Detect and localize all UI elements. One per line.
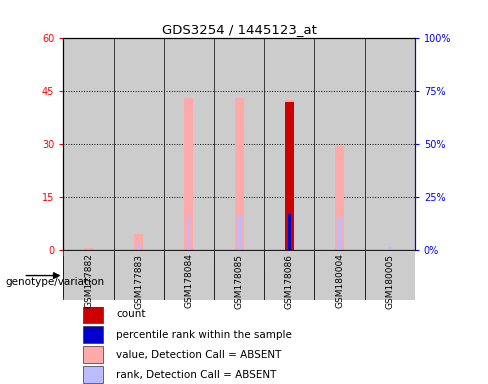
Text: GSM180005: GSM180005	[385, 253, 394, 309]
Text: GSM178086: GSM178086	[285, 253, 294, 309]
Text: GSM177882: GSM177882	[84, 253, 93, 308]
Text: GSM180004: GSM180004	[335, 253, 344, 308]
Text: wild type: wild type	[339, 271, 390, 281]
Bar	[285, 100, 294, 250]
Bar	[314, 250, 365, 300]
Bar	[187, 215, 190, 250]
Bar	[184, 98, 193, 250]
Bar	[83, 306, 103, 323]
Bar	[63, 38, 114, 250]
Bar	[388, 248, 391, 250]
Bar	[84, 248, 93, 250]
Text: rank, Detection Call = ABSENT: rank, Detection Call = ABSENT	[116, 370, 276, 380]
Bar	[83, 366, 103, 383]
Bar	[335, 146, 344, 250]
Bar	[137, 242, 140, 250]
Text: GSM178084: GSM178084	[184, 253, 193, 308]
Bar	[235, 98, 244, 250]
Bar	[134, 234, 143, 250]
Title: GDS3254 / 1445123_at: GDS3254 / 1445123_at	[162, 23, 317, 36]
Bar	[164, 256, 314, 297]
Bar	[365, 38, 415, 250]
Text: GSM178085: GSM178085	[235, 253, 244, 309]
Text: Lhx8 null: Lhx8 null	[214, 271, 264, 281]
Bar	[238, 215, 241, 250]
Bar	[164, 250, 214, 300]
Bar	[63, 250, 114, 300]
Bar	[114, 250, 164, 300]
Bar	[365, 250, 415, 300]
Bar	[314, 256, 415, 297]
Text: value, Detection Call = ABSENT: value, Detection Call = ABSENT	[116, 350, 281, 360]
Bar	[314, 38, 365, 250]
Bar	[87, 248, 90, 250]
Bar	[83, 326, 103, 343]
Text: count: count	[116, 309, 145, 319]
Bar	[83, 346, 103, 363]
Bar	[338, 217, 341, 250]
Bar	[63, 256, 164, 297]
Bar	[264, 38, 314, 250]
Text: GSM177883: GSM177883	[134, 253, 143, 309]
Bar	[285, 102, 294, 250]
Text: Nobox null: Nobox null	[84, 271, 143, 281]
Bar	[164, 38, 214, 250]
Bar	[264, 250, 314, 300]
Text: genotype/variation: genotype/variation	[5, 277, 104, 287]
Bar	[288, 214, 290, 250]
Bar	[114, 38, 164, 250]
Bar	[214, 38, 264, 250]
Text: percentile rank within the sample: percentile rank within the sample	[116, 330, 292, 340]
Bar	[214, 250, 264, 300]
